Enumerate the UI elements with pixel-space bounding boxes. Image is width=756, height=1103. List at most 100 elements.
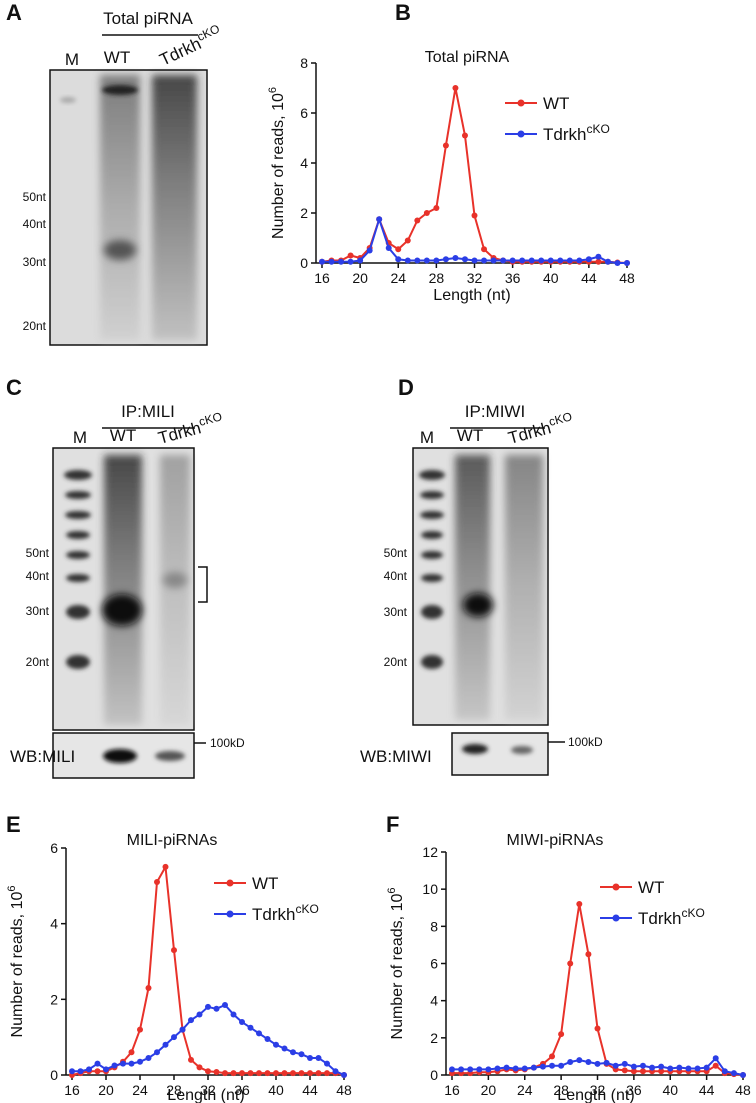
panel-letter: A [6, 0, 22, 25]
x-tick-label: 40 [662, 1082, 678, 1098]
legend-marker [517, 130, 525, 138]
y-label-sup: 6 [267, 87, 279, 93]
data-point [205, 1068, 211, 1075]
legend-label: WT [252, 874, 278, 893]
data-point [347, 252, 354, 259]
data-point [290, 1049, 296, 1056]
data-point [298, 1070, 305, 1077]
data-point [154, 879, 160, 886]
lane-label: M [65, 50, 79, 69]
data-point [630, 1063, 637, 1070]
x-tick-label: 32 [467, 270, 483, 286]
y-axis-label: Number of reads, 106 [6, 886, 26, 1038]
data-point [239, 1070, 245, 1077]
lane-label: WT [110, 426, 136, 445]
marker-label: 40nt [23, 217, 47, 231]
data-point [585, 1058, 592, 1065]
data-point [595, 253, 602, 260]
data-point [567, 1058, 574, 1065]
data-point [703, 1064, 710, 1071]
data-point [341, 1072, 347, 1078]
legend-label: WT [638, 878, 664, 897]
data-point [566, 257, 573, 264]
panel-letter: D [398, 375, 414, 400]
gel-panel-a: A Total piRNA M WT TdrkhcKO 50nt 40nt 30… [6, 0, 225, 346]
data-point [307, 1054, 313, 1061]
lane-sup: cKO [195, 21, 222, 44]
data-point [319, 258, 325, 265]
band [102, 85, 138, 95]
marker-label: 20nt [23, 319, 47, 333]
data-point [471, 212, 478, 219]
data-point [196, 1011, 203, 1018]
data-point [281, 1070, 288, 1077]
lane-smear [104, 455, 142, 725]
x-tick-label: 24 [390, 270, 406, 286]
x-tick-label: 20 [481, 1082, 497, 1098]
data-point [145, 1054, 152, 1061]
data-point [585, 951, 592, 958]
lane-text: Tdrkh [156, 418, 203, 448]
x-tick-label: 44 [699, 1082, 715, 1098]
data-point [694, 1065, 701, 1072]
data-point [621, 1060, 628, 1067]
x-tick-label: 16 [64, 1082, 80, 1098]
series-line [321, 87, 628, 264]
data-point [247, 1070, 254, 1077]
data-point [332, 1068, 339, 1075]
data-point [385, 245, 392, 251]
band [102, 594, 142, 626]
data-point [509, 257, 516, 264]
data-point [471, 257, 478, 264]
y-tick-label: 8 [300, 55, 308, 71]
x-axis-label: Length (nt) [167, 1087, 244, 1103]
panel-letter: F [386, 812, 399, 837]
data-point [503, 1064, 510, 1071]
y-tick-label: 6 [430, 956, 438, 972]
legend-text: WT [252, 874, 278, 893]
data-point [558, 1062, 565, 1069]
legend-text: WT [543, 94, 569, 113]
data-point [576, 257, 583, 264]
data-point [179, 1026, 186, 1033]
x-tick-label: 28 [429, 270, 445, 286]
data-point [538, 257, 545, 264]
data-point [94, 1060, 101, 1067]
x-tick-label: 36 [505, 270, 521, 286]
chart-title: MIWI-piRNAs [507, 832, 604, 849]
data-point [449, 1066, 455, 1073]
x-tick-label: 28 [166, 1082, 182, 1098]
data-point [404, 257, 411, 264]
data-point [338, 258, 345, 265]
lane-sup: cKO [197, 409, 223, 429]
y-tick-label: 4 [300, 155, 308, 171]
data-point [528, 257, 535, 264]
data-point [557, 257, 564, 264]
data-point [103, 1066, 109, 1073]
data-point [712, 1062, 719, 1069]
y-tick-label: 0 [300, 255, 308, 271]
bracket [198, 566, 208, 603]
legend-text: Tdrkh [252, 905, 295, 924]
data-point [621, 1067, 628, 1074]
lane-label: TdrkhcKO [155, 21, 225, 69]
band [163, 572, 187, 588]
data-point [624, 260, 630, 266]
data-point [213, 1005, 220, 1012]
data-point [77, 1068, 84, 1075]
marker-label: 20nt [384, 655, 408, 669]
lane-label: M [420, 428, 434, 447]
data-point [685, 1065, 692, 1072]
data-point [452, 85, 459, 91]
data-point [128, 1049, 135, 1056]
data-point [256, 1070, 262, 1077]
legend-label: TdrkhcKO [543, 122, 610, 144]
data-point [740, 1072, 746, 1078]
gel-header: Total piRNA [103, 9, 193, 28]
data-point [307, 1070, 313, 1077]
y-axis-label: Number of reads, 106 [267, 87, 287, 239]
lane-text: Tdrkh [157, 34, 204, 70]
data-point [86, 1066, 92, 1073]
x-axis-label: Length (nt) [557, 1087, 634, 1103]
